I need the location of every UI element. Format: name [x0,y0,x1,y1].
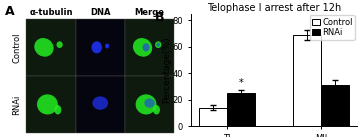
Ellipse shape [157,43,160,47]
Ellipse shape [56,41,63,48]
Ellipse shape [37,94,58,115]
Ellipse shape [136,94,157,115]
Text: α-tubulin: α-tubulin [29,8,73,17]
Text: RNAi: RNAi [12,94,21,115]
FancyBboxPatch shape [125,76,174,133]
Ellipse shape [54,105,62,115]
Ellipse shape [34,38,54,57]
Ellipse shape [91,41,102,53]
Ellipse shape [92,96,108,110]
Text: Merge: Merge [135,8,165,17]
Title: Telophase I arrest after 12h: Telophase I arrest after 12h [207,3,341,13]
Text: *: * [238,78,244,88]
Y-axis label: Percentage(%): Percentage(%) [162,37,171,103]
Text: Control: Control [12,32,21,63]
Ellipse shape [144,98,155,108]
Legend: Control, RNAi: Control, RNAi [309,15,355,40]
Text: DNA: DNA [90,8,110,17]
FancyBboxPatch shape [76,76,125,133]
FancyBboxPatch shape [26,19,76,76]
Text: A: A [5,5,15,18]
Ellipse shape [153,105,160,115]
Ellipse shape [143,43,150,51]
FancyBboxPatch shape [125,19,174,76]
Text: B: B [155,12,164,24]
Bar [199,108,227,126]
Bar [293,35,321,126]
Ellipse shape [155,41,161,48]
FancyBboxPatch shape [26,76,76,133]
Ellipse shape [105,44,109,48]
Bar [321,85,349,126]
Bar [227,93,255,126]
Ellipse shape [133,38,152,57]
FancyBboxPatch shape [76,19,125,76]
